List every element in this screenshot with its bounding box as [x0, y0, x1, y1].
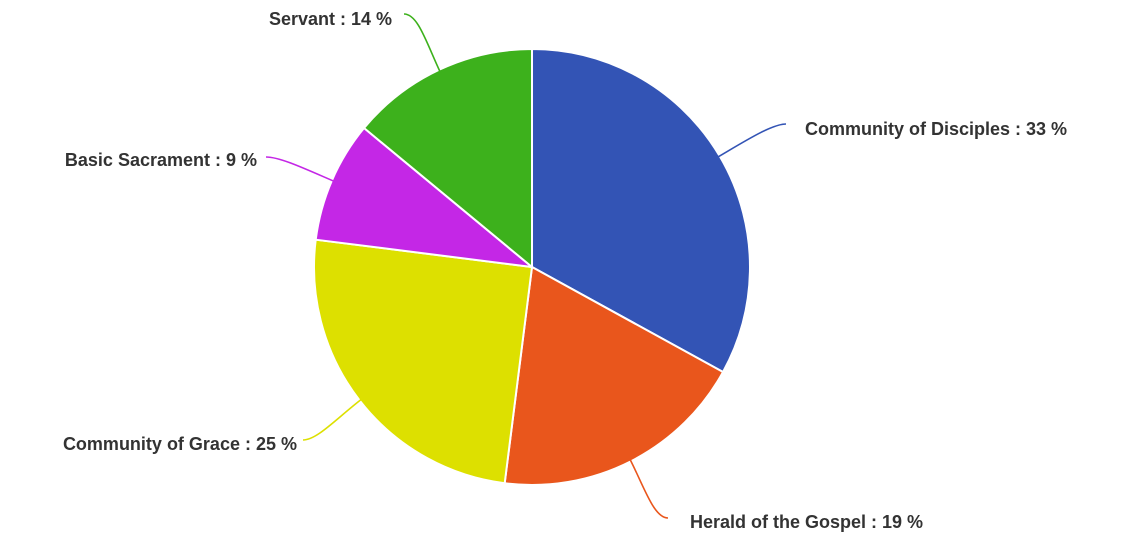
connector-herald-of-the-gospel — [629, 459, 669, 519]
pie-slices — [313, 48, 751, 486]
data-label-community-of-grace: Community of Grace : 25 % — [63, 434, 297, 454]
pie-slice-community-of-grace — [313, 238, 533, 485]
label-connectors — [265, 13, 787, 519]
data-label-basic-sacrament: Basic Sacrament : 9 % — [65, 150, 257, 170]
connector-basic-sacrament — [265, 156, 335, 182]
data-label-servant: Servant : 14 % — [269, 9, 392, 29]
data-label-herald-of-the-gospel: Herald of the Gospel : 19 % — [690, 512, 923, 532]
data-labels: Community of Disciples : 33 % Herald of … — [63, 9, 1067, 532]
connector-servant — [403, 13, 441, 72]
connector-community-of-disciples — [717, 123, 787, 158]
connector-community-of-grace — [302, 398, 362, 441]
data-label-community-of-disciples: Community of Disciples : 33 % — [805, 119, 1067, 139]
